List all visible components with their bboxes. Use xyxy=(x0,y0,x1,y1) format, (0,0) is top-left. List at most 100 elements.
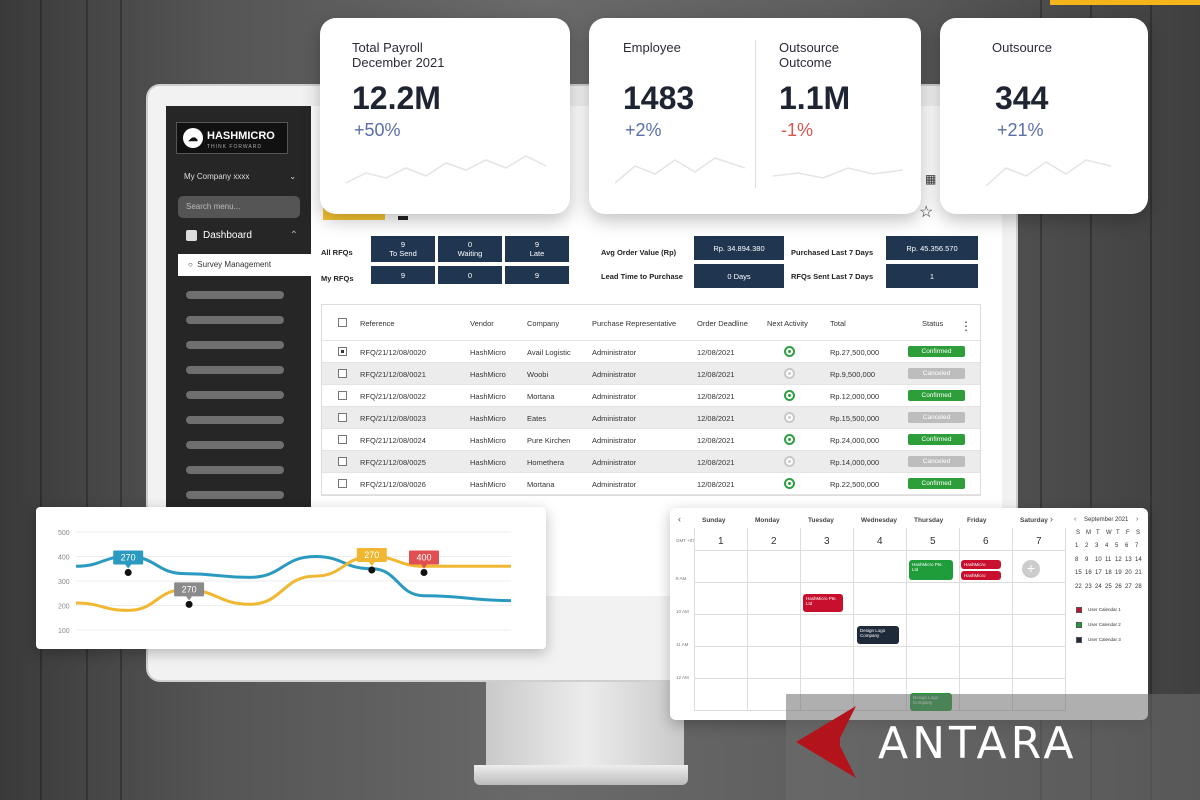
my-late-tile[interactable]: 9 xyxy=(505,266,569,284)
mini-date[interactable]: 15 xyxy=(1075,570,1082,576)
calendar-event[interactable]: Design Logo Company xyxy=(857,626,899,644)
calendar-date[interactable]: 4 xyxy=(877,536,883,547)
select-all-checkbox[interactable] xyxy=(338,318,347,327)
activity-clock-icon[interactable] xyxy=(784,456,795,467)
calendar-event[interactable]: HashMicro Pte. Ltd xyxy=(909,560,953,580)
mini-date[interactable]: 26 xyxy=(1115,583,1122,590)
table-row[interactable]: RFQ/21/12/08/0021 HashMicro Woobi Administr… xyxy=(322,363,980,385)
row-checkbox[interactable] xyxy=(338,347,347,356)
sidebar-item-placeholder[interactable] xyxy=(186,441,284,449)
data-point[interactable] xyxy=(185,600,193,608)
mini-date[interactable]: 9 xyxy=(1085,556,1089,563)
sidebar-item-placeholder[interactable] xyxy=(186,391,284,399)
late-tile[interactable]: 9 Late xyxy=(505,236,569,262)
mini-date[interactable]: 25 xyxy=(1105,583,1112,590)
calendar-date[interactable]: 3 xyxy=(824,536,830,547)
brand-logo[interactable]: ☁ HASHMICRO THINK FORWARD xyxy=(176,122,288,154)
calendar-date[interactable]: 1 xyxy=(718,536,724,547)
legend-swatch[interactable] xyxy=(1076,607,1082,613)
row-checkbox[interactable] xyxy=(338,435,347,444)
kpi-card-payroll[interactable]: Total Payroll December 2021 12.2M +50% xyxy=(320,18,570,214)
mini-date[interactable]: 13 xyxy=(1125,556,1132,563)
sidebar-item-placeholder[interactable] xyxy=(186,491,284,499)
sidebar-item-survey-management[interactable]: ○ Survey Management xyxy=(178,254,311,276)
table-row[interactable]: RFQ/21/12/08/0020 HashMicro Avail Logistic… xyxy=(322,341,980,363)
calendar-date[interactable]: 6 xyxy=(983,536,989,547)
my-waiting-tile[interactable]: 0 xyxy=(438,266,502,284)
company-selector[interactable]: My Company xxxx ⌄ xyxy=(184,172,296,181)
mini-date[interactable]: 11 xyxy=(1105,556,1112,563)
mini-date[interactable]: 20 xyxy=(1125,570,1132,576)
row-checkbox[interactable] xyxy=(338,479,347,488)
more-options-icon[interactable]: ⋮ xyxy=(960,319,972,333)
sidebar-item-placeholder[interactable] xyxy=(186,341,284,349)
mini-date[interactable]: 3 xyxy=(1095,543,1099,549)
calendar-date[interactable]: 7 xyxy=(1036,536,1042,547)
calendar-date[interactable]: 2 xyxy=(771,536,777,547)
add-event-button[interactable]: + xyxy=(1022,560,1040,578)
kpi-card-outsource[interactable]: Outsource 344 +21% xyxy=(940,18,1148,214)
mini-date[interactable]: 28 xyxy=(1135,583,1142,590)
mini-date[interactable]: 18 xyxy=(1105,570,1112,576)
table-row[interactable]: RFQ/21/12/08/0026 HashMicro Mortana Adminis… xyxy=(322,473,980,495)
waiting-tile[interactable]: 0 Waiting xyxy=(438,236,502,262)
prev-week-icon[interactable]: ‹ xyxy=(678,514,681,524)
mini-date[interactable]: 2 xyxy=(1085,543,1089,549)
table-row[interactable]: RFQ/21/12/08/0024 HashMicro Pure Kirchen Ad… xyxy=(322,429,980,451)
activity-clock-icon[interactable] xyxy=(784,434,795,445)
table-row[interactable]: RFQ/21/12/08/0025 HashMicro Homethera Admin… xyxy=(322,451,980,473)
row-checkbox[interactable] xyxy=(338,413,347,422)
search-menu-input[interactable]: Search menu... xyxy=(178,196,300,218)
mini-date[interactable]: 23 xyxy=(1085,583,1092,590)
mini-prev-icon[interactable]: ‹ xyxy=(1074,516,1077,523)
sidebar-item-placeholder[interactable] xyxy=(186,291,284,299)
table-row[interactable]: RFQ/21/12/08/0023 HashMicro Eates Administr… xyxy=(322,407,980,429)
mini-next-icon[interactable]: › xyxy=(1136,516,1139,523)
calendar-event[interactable]: HashMicro xyxy=(961,560,1001,569)
mini-date[interactable]: 27 xyxy=(1125,583,1132,590)
calendar-date[interactable]: 5 xyxy=(930,536,936,547)
sidebar-item-placeholder[interactable] xyxy=(186,466,284,474)
activity-clock-icon[interactable] xyxy=(784,390,795,401)
row-checkbox[interactable] xyxy=(338,369,347,378)
kpi-card-employee[interactable]: Employee 1483 +2% Outsource Outcome 1.1M … xyxy=(589,18,921,214)
mini-date[interactable]: 22 xyxy=(1075,583,1082,590)
activity-clock-icon[interactable] xyxy=(784,478,795,489)
mini-date[interactable]: 8 xyxy=(1075,556,1079,563)
activity-clock-icon[interactable] xyxy=(784,412,795,423)
mini-date[interactable]: 4 xyxy=(1105,543,1109,549)
next-week-icon[interactable]: › xyxy=(1050,514,1053,524)
sidebar-item-placeholder[interactable] xyxy=(186,316,284,324)
table-row[interactable]: RFQ/21/12/08/0022 HashMicro Mortana Adminis… xyxy=(322,385,980,407)
mini-date[interactable]: 14 xyxy=(1135,556,1142,563)
mini-date[interactable]: 16 xyxy=(1085,570,1092,576)
legend-swatch[interactable] xyxy=(1076,637,1082,643)
star-icon[interactable]: ☆ xyxy=(919,204,934,221)
calendar-icon[interactable]: ▦ xyxy=(925,172,937,186)
data-point[interactable] xyxy=(124,569,132,576)
calendar-event[interactable]: HashMicro xyxy=(961,571,1001,580)
row-checkbox[interactable] xyxy=(338,457,347,466)
calendar-event[interactable]: HashMicro Pte. Ltd xyxy=(803,594,843,612)
data-point[interactable] xyxy=(368,566,376,574)
mini-date[interactable]: 21 xyxy=(1135,570,1142,576)
sidebar-item-placeholder[interactable] xyxy=(186,366,284,374)
activity-clock-icon[interactable] xyxy=(784,368,795,379)
row-checkbox[interactable] xyxy=(338,391,347,400)
mini-date[interactable]: 7 xyxy=(1135,543,1139,549)
mini-date[interactable]: 12 xyxy=(1115,556,1122,563)
mini-date[interactable]: 24 xyxy=(1095,583,1102,590)
mini-date[interactable]: 6 xyxy=(1125,543,1129,549)
mini-date[interactable]: 10 xyxy=(1095,556,1102,563)
sidebar-item-placeholder[interactable] xyxy=(186,416,284,424)
mini-date[interactable]: 1 xyxy=(1075,543,1079,549)
sidebar-item-dashboard[interactable]: Dashboard ⌃ xyxy=(186,230,298,241)
legend-swatch[interactable] xyxy=(1076,622,1082,628)
mini-date[interactable]: 5 xyxy=(1115,543,1119,549)
to-send-tile[interactable]: 9 To Send xyxy=(371,236,435,262)
activity-clock-icon[interactable] xyxy=(784,346,795,357)
my-to-send-tile[interactable]: 9 xyxy=(371,266,435,284)
mini-date[interactable]: 19 xyxy=(1115,570,1122,576)
data-point[interactable] xyxy=(420,569,428,576)
mini-date[interactable]: 17 xyxy=(1095,570,1102,576)
